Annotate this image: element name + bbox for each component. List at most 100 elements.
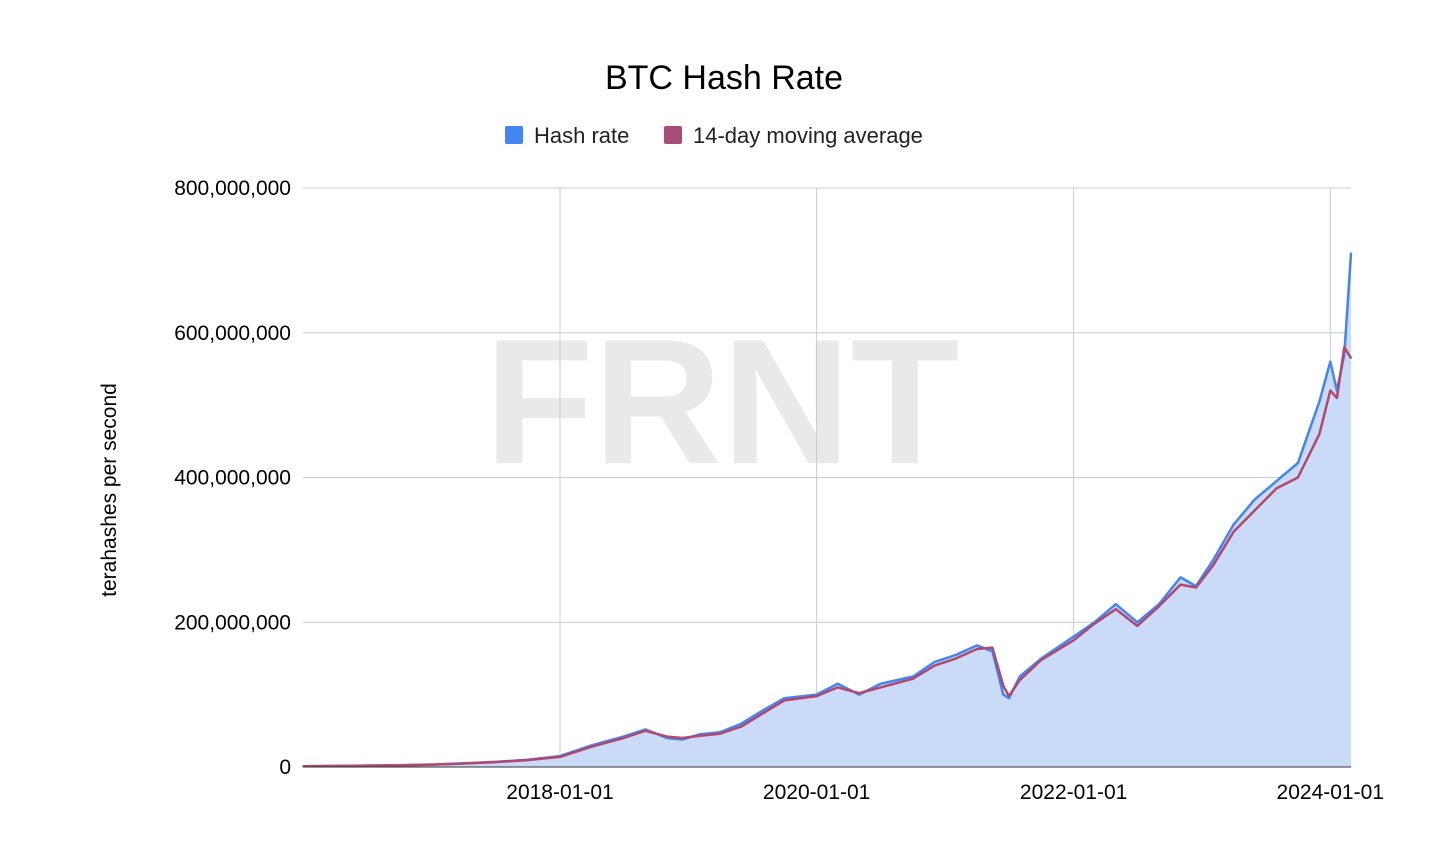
y-axis-label: terahashes per second xyxy=(98,383,121,597)
hash-rate-point xyxy=(1343,353,1346,356)
moving-average-point xyxy=(559,756,561,758)
moving-average-point xyxy=(494,761,497,763)
y-tick-label: 400,000,000 xyxy=(174,467,291,490)
moving-average-point xyxy=(1195,586,1197,589)
hash-rate-point xyxy=(1008,697,1010,699)
hash-rate-point xyxy=(1254,498,1256,501)
hash-rate-point xyxy=(1179,576,1182,579)
x-tick-label: 2022-01-01 xyxy=(1020,781,1127,804)
hash-rate-point xyxy=(644,728,647,731)
moving-average-point xyxy=(681,737,684,739)
hash-rate-point xyxy=(976,644,978,647)
hash-rate-point xyxy=(666,737,668,739)
moving-average-point xyxy=(1115,608,1117,610)
moving-average-point xyxy=(590,745,593,748)
moving-average-point xyxy=(740,725,743,728)
hash-rate-point xyxy=(1318,400,1321,403)
moving-average-point xyxy=(912,677,914,680)
moving-average-point xyxy=(762,712,764,715)
hash-rate-point xyxy=(912,675,914,678)
moving-average-point xyxy=(879,686,882,689)
x-tick-label: 2018-01-01 xyxy=(506,781,613,804)
chart-title: BTC Hash Rate xyxy=(605,59,843,97)
hash-rate-point xyxy=(815,693,818,696)
moving-average-point xyxy=(719,732,721,735)
hash-rate-point xyxy=(740,722,743,725)
legend: Hash rate 14-day moving average xyxy=(505,123,923,148)
moving-average-point xyxy=(1158,605,1160,608)
moving-average-point xyxy=(430,763,433,766)
hash-rate-point xyxy=(1115,603,1117,605)
legend-label-moving-average: 14-day moving average xyxy=(693,123,923,148)
moving-average-point xyxy=(1179,583,1182,586)
hash-rate-point xyxy=(1336,389,1338,392)
moving-average-point xyxy=(526,759,529,761)
moving-average-point xyxy=(644,730,647,732)
moving-average-point xyxy=(1136,625,1139,627)
moving-average-point xyxy=(815,695,818,697)
hash-rate-point xyxy=(955,654,957,656)
legend-swatch-moving-average xyxy=(664,126,682,144)
watermark-text: FRNT xyxy=(485,302,960,501)
moving-average-point xyxy=(1350,357,1352,359)
hash-rate-point xyxy=(681,738,684,741)
hash-rate-point xyxy=(1040,657,1043,660)
moving-average-point xyxy=(1019,679,1021,681)
moving-average-point xyxy=(955,657,957,660)
hash-rate-point xyxy=(1019,675,1021,678)
hash-rate-point xyxy=(783,697,786,699)
hash-rate-point xyxy=(858,693,860,696)
moving-average-point xyxy=(462,762,465,765)
moving-average-point xyxy=(1329,389,1332,392)
hash-rate-point xyxy=(1093,621,1096,624)
moving-average-point xyxy=(1212,565,1214,567)
hash-rate-point xyxy=(622,735,625,738)
y-tick-label: 600,000,000 xyxy=(174,322,291,345)
moving-average-point xyxy=(334,765,336,767)
hash-rate-point xyxy=(590,744,593,747)
hash-rate-point xyxy=(762,709,764,712)
moving-average-point xyxy=(1343,346,1346,349)
moving-average-point xyxy=(1297,476,1299,479)
hash-rate-point xyxy=(1275,480,1278,482)
hash-rate-point xyxy=(879,683,882,685)
hash-rate-point xyxy=(1158,603,1160,605)
hash-rate-point xyxy=(1350,252,1352,254)
series-lines xyxy=(302,252,1353,768)
axes: 0 200,000,000 400,000,000 600,000,000 800,00… xyxy=(174,177,1384,804)
hash-rate-point xyxy=(1136,621,1139,624)
hash-rate-point xyxy=(933,661,936,663)
moving-average-point xyxy=(1040,659,1043,661)
x-tick-label: 2020-01-01 xyxy=(763,781,870,804)
moving-average-point xyxy=(1336,397,1338,399)
y-tick-label: 0 xyxy=(279,756,291,779)
hash-rate-point xyxy=(1072,635,1075,638)
legend-label-hash-rate: Hash rate xyxy=(534,123,629,148)
moving-average-point xyxy=(976,648,978,650)
hash-rate-point xyxy=(719,731,721,734)
moving-average-point xyxy=(1002,685,1005,687)
moving-average-point xyxy=(1318,433,1321,435)
moving-average-point xyxy=(1008,695,1010,697)
hash-rate-point xyxy=(1212,559,1214,562)
hash-rate-point xyxy=(1232,523,1235,526)
moving-average-point xyxy=(991,646,994,649)
y-tick-label: 800,000,000 xyxy=(174,177,291,200)
moving-average-point xyxy=(933,664,936,667)
moving-average-point xyxy=(858,692,860,694)
hash-rate-point xyxy=(698,733,700,736)
x-tick-label: 2024-01-01 xyxy=(1277,781,1384,804)
moving-average-point xyxy=(783,699,786,702)
moving-average-point xyxy=(622,737,625,739)
legend-swatch-hash-rate xyxy=(505,126,523,144)
hash-rate-point xyxy=(1297,462,1299,464)
moving-average-point xyxy=(1072,639,1075,642)
moving-average-point xyxy=(698,735,700,737)
moving-average-point xyxy=(1254,509,1256,511)
hash-rate-point xyxy=(1195,585,1197,587)
moving-average-point xyxy=(1275,487,1278,490)
hash-rate-point xyxy=(991,650,994,652)
moving-average-point xyxy=(398,764,401,767)
